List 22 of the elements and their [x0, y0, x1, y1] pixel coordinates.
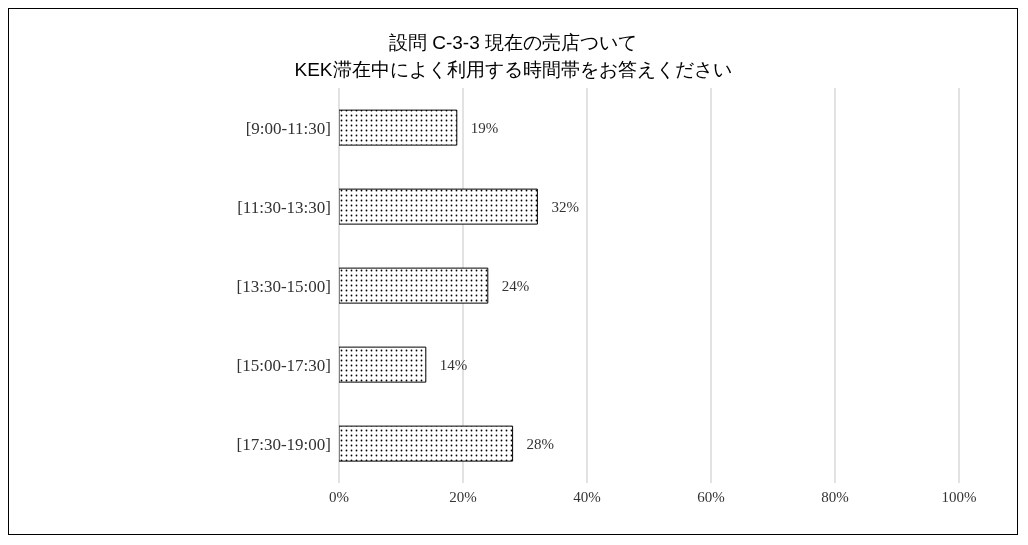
x-tick-label: 60% — [697, 488, 725, 505]
x-tick-label: 40% — [573, 488, 601, 505]
x-tick-label: 0% — [329, 488, 349, 505]
y-tick-label: [11:30-13:30] — [237, 197, 331, 217]
bar — [339, 425, 514, 462]
x-tick-label: 100% — [941, 488, 977, 505]
chart-title: 設問 C-3-3 現在の売店ついて KEK滞在中によく利用する時間帯をお答えください — [293, 31, 733, 82]
data-label: 32% — [551, 198, 579, 215]
data-label: 14% — [439, 356, 468, 373]
bar — [339, 267, 489, 304]
y-tick-label: [15:00-17:30] — [236, 355, 331, 375]
y-tick-label: [9:00-11:30] — [245, 118, 331, 138]
x-tick-label: 20% — [449, 488, 477, 505]
bar — [339, 188, 538, 225]
y-tick-label: [17:30-19:00] — [236, 434, 331, 454]
bar — [339, 109, 458, 146]
data-label: 28% — [526, 435, 555, 452]
x-tick-label: 80% — [821, 488, 849, 505]
data-label: 24% — [501, 277, 530, 294]
data-label: 19% — [470, 119, 499, 136]
bar — [339, 346, 427, 383]
y-tick-label: [13:30-15:00] — [236, 276, 331, 296]
